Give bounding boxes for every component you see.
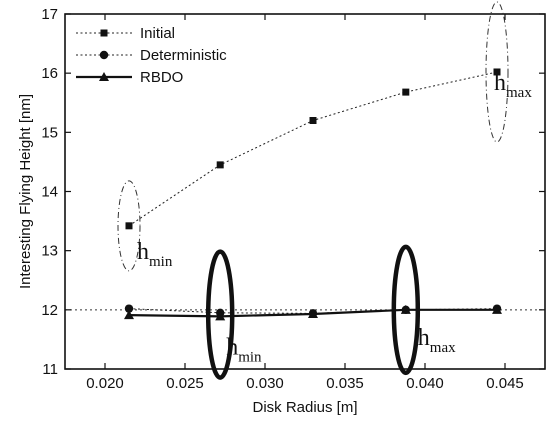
data-point	[124, 304, 134, 313]
y-tick-label: 13	[41, 243, 58, 260]
annotation-h-min: h min	[205, 249, 262, 380]
data-point	[400, 304, 411, 314]
y-tick-label: 17	[41, 6, 58, 23]
annotation-h: h	[226, 335, 238, 361]
x-tick-label: 0.040	[406, 375, 444, 392]
annotation-ellipse	[485, 1, 509, 143]
legend-marker	[99, 72, 109, 81]
annotation-h: h	[418, 325, 430, 351]
annotation-subscript: max	[430, 340, 456, 356]
data-point	[125, 222, 133, 230]
annotation-ellipse	[391, 244, 421, 376]
data-point	[215, 311, 226, 321]
x-tick-label: 0.035	[326, 375, 364, 392]
series-rbdo	[124, 304, 502, 321]
legend-label: Initial	[140, 25, 175, 42]
x-tick-label: 0.030	[246, 375, 284, 392]
x-tick-label: 0.025	[166, 375, 204, 392]
data-point	[216, 161, 224, 169]
annotation-h: h	[137, 239, 149, 265]
annotation-h-max: h max	[485, 1, 532, 143]
y-tick-label: 14	[41, 184, 58, 201]
annotation-ellipse	[117, 180, 141, 272]
y-axis-title: Interesting Flying Height [nm]	[17, 94, 34, 289]
y-tick-label: 15	[41, 124, 58, 141]
legend-label: Deterministic	[140, 47, 227, 64]
data-point	[402, 88, 410, 96]
legend: Initial Deterministic RBDO	[76, 25, 227, 86]
annotation-h-min: h min	[117, 180, 173, 272]
x-tick-label: 0.020	[86, 375, 124, 392]
data-point	[308, 308, 318, 318]
annotation-ellipse	[205, 249, 235, 380]
y-tick-label: 11	[42, 361, 58, 378]
series-initial	[125, 68, 501, 230]
y-tick-label: 12	[41, 302, 58, 319]
y-tick-label: 16	[41, 65, 58, 82]
legend-marker	[100, 29, 108, 37]
legend-label: RBDO	[140, 69, 183, 86]
data-point	[309, 117, 317, 124]
legend-marker	[99, 50, 109, 60]
x-tick-label: 0.045	[486, 375, 524, 392]
x-axis-title: Disk Radius [m]	[252, 399, 357, 416]
annotation-subscript: min	[238, 350, 262, 366]
annotation-subscript: max	[506, 85, 532, 101]
annotation-h-max: h max	[391, 244, 456, 376]
data-point	[492, 304, 502, 314]
annotation-subscript: min	[149, 254, 173, 270]
annotation-h: h	[494, 70, 506, 96]
series-line	[128, 71, 498, 227]
data-point	[493, 68, 501, 76]
data-point	[124, 310, 134, 320]
